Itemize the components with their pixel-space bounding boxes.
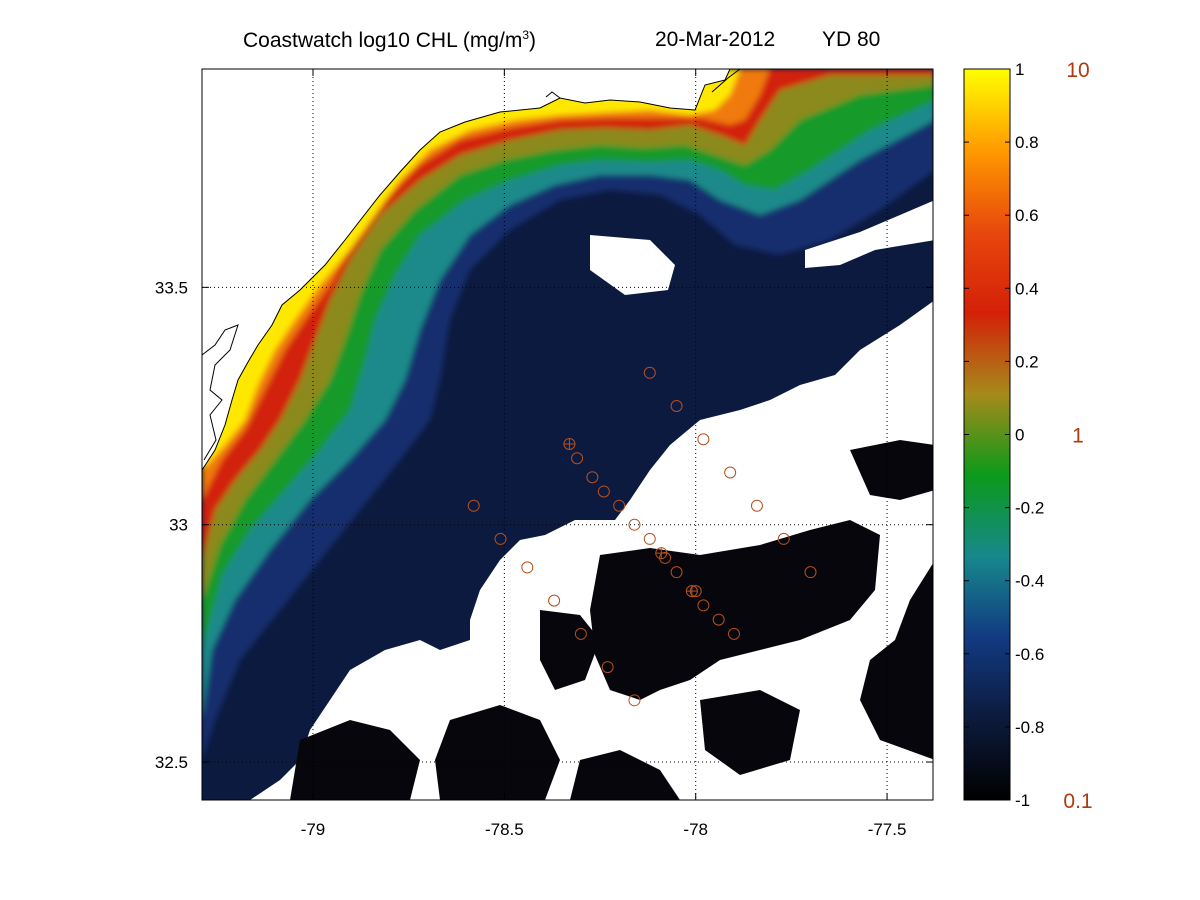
y-tick-label: 33.5: [155, 278, 188, 297]
station-marker: [571, 452, 584, 465]
station-marker: [670, 566, 683, 579]
station-marker: [777, 532, 790, 545]
station-marker: [727, 627, 740, 640]
station-marker: [601, 661, 614, 674]
coastline: [202, 69, 731, 471]
station-cross-marker: [563, 437, 576, 450]
station-marker: [670, 400, 683, 413]
y-tick-label: 33: [169, 516, 188, 535]
colorbar-linear-label: 1: [1072, 425, 1084, 448]
station-marker: [494, 532, 507, 545]
x-tick-label: -78.5: [485, 820, 524, 839]
station-marker: [643, 532, 656, 545]
station-marker: [804, 566, 817, 579]
no-data-areas: [250, 200, 933, 800]
station-marker: [467, 499, 480, 512]
chlorophyll-field: [202, 69, 933, 800]
station-marker: [628, 518, 641, 531]
colorbar: [963, 68, 1011, 801]
station-marker: [697, 599, 710, 612]
colorbar-linear-label: 10: [1066, 59, 1089, 82]
title-product: Coastwatch log10 CHL (mg/m3): [243, 28, 537, 52]
station-cross-marker: [655, 547, 668, 560]
colorbar-linear-labels: 10 1 0.1: [1063, 59, 1092, 813]
land: [202, 69, 730, 470]
map-frame: [201, 68, 934, 801]
coastline-inlets: [202, 69, 741, 461]
latitude-axis: 33.5 33 32.5: [155, 278, 933, 772]
station-marker: [697, 433, 710, 446]
colorbar-tick-label: 0.6: [1015, 206, 1039, 225]
colorbar-tick-label: -1: [1015, 791, 1030, 810]
colorbar-tick-label: 0: [1015, 426, 1024, 445]
cruise-stations: [467, 366, 817, 707]
y-tick-label: 32.5: [155, 753, 188, 772]
colorbar-tick-label: 0.8: [1015, 133, 1039, 152]
station-cross-marker: [685, 585, 698, 598]
station-marker: [521, 561, 534, 574]
station-marker: [712, 613, 725, 626]
station-marker: [643, 366, 656, 379]
title-date: 20-Mar-2012: [655, 28, 776, 51]
colorbar-ticks: 1 0.8 0.6 0.4 0.2 0 -0.2 -0.4 -0.6 -0.8 -1: [964, 60, 1044, 810]
colorbar-linear-label: 0.1: [1063, 790, 1092, 813]
colorbar-tick-label: -0.2: [1015, 499, 1044, 518]
x-tick-label: -78: [683, 820, 708, 839]
map-title: Coastwatch log10 CHL (mg/m3) 20-Mar-2012…: [0, 28, 1200, 58]
station-marker: [574, 627, 587, 640]
station-marker: [586, 471, 599, 484]
title-yearday: YD 80: [822, 28, 881, 51]
station-marker: [597, 485, 610, 498]
colorbar-tick-label: 0.4: [1015, 279, 1039, 298]
longitude-axis: -79 -78.5 -78 -77.5: [301, 69, 907, 839]
station-marker: [628, 694, 641, 707]
colorbar-tick-label: 0.2: [1015, 352, 1039, 371]
station-marker: [659, 551, 672, 564]
station-marker: [613, 499, 626, 512]
colorbar-tick-label: 1: [1015, 60, 1024, 79]
x-tick-label: -79: [301, 820, 326, 839]
station-marker: [724, 466, 737, 479]
colorbar-tick-label: -0.4: [1015, 572, 1044, 591]
station-marker: [548, 594, 561, 607]
station-marker: [750, 499, 763, 512]
colorbar-tick-label: -0.6: [1015, 645, 1044, 664]
title-unit-exponent: 3: [522, 28, 530, 42]
colorbar-tick-label: -0.8: [1015, 718, 1044, 737]
x-tick-label: -77.5: [868, 820, 907, 839]
